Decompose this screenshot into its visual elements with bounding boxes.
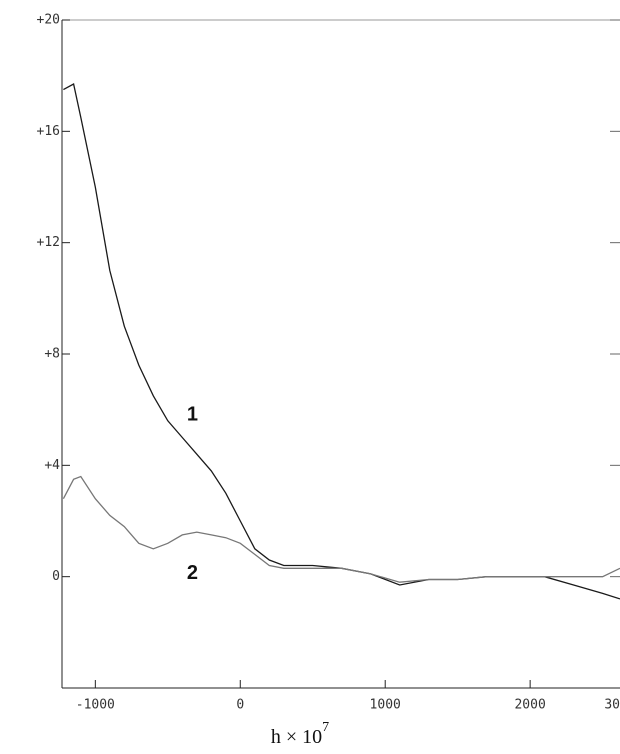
x-tick-label: 30 bbox=[604, 698, 620, 713]
y-tick-label: +8 bbox=[44, 347, 60, 362]
series-line bbox=[62, 475, 620, 583]
x-axis-title: h × 107 bbox=[271, 720, 329, 747]
y-tick-label: 0 bbox=[52, 569, 60, 584]
x-tick-label: 0 bbox=[236, 698, 244, 713]
y-tick-label: +20 bbox=[37, 13, 60, 28]
y-tick-label: +16 bbox=[37, 124, 60, 139]
y-tick-label: +12 bbox=[37, 235, 60, 250]
x-label-exponent: 7 bbox=[322, 720, 329, 735]
x-tick-label: -1000 bbox=[76, 698, 115, 713]
x-tick-label: 2000 bbox=[514, 698, 545, 713]
curve-label: 2 bbox=[187, 562, 198, 584]
x-tick-label: 1000 bbox=[370, 698, 401, 713]
curve-label: 1 bbox=[187, 404, 198, 426]
y-tick-label: +4 bbox=[44, 458, 60, 473]
x-label-base: h × 10 bbox=[271, 726, 322, 748]
series-line bbox=[63, 83, 620, 600]
